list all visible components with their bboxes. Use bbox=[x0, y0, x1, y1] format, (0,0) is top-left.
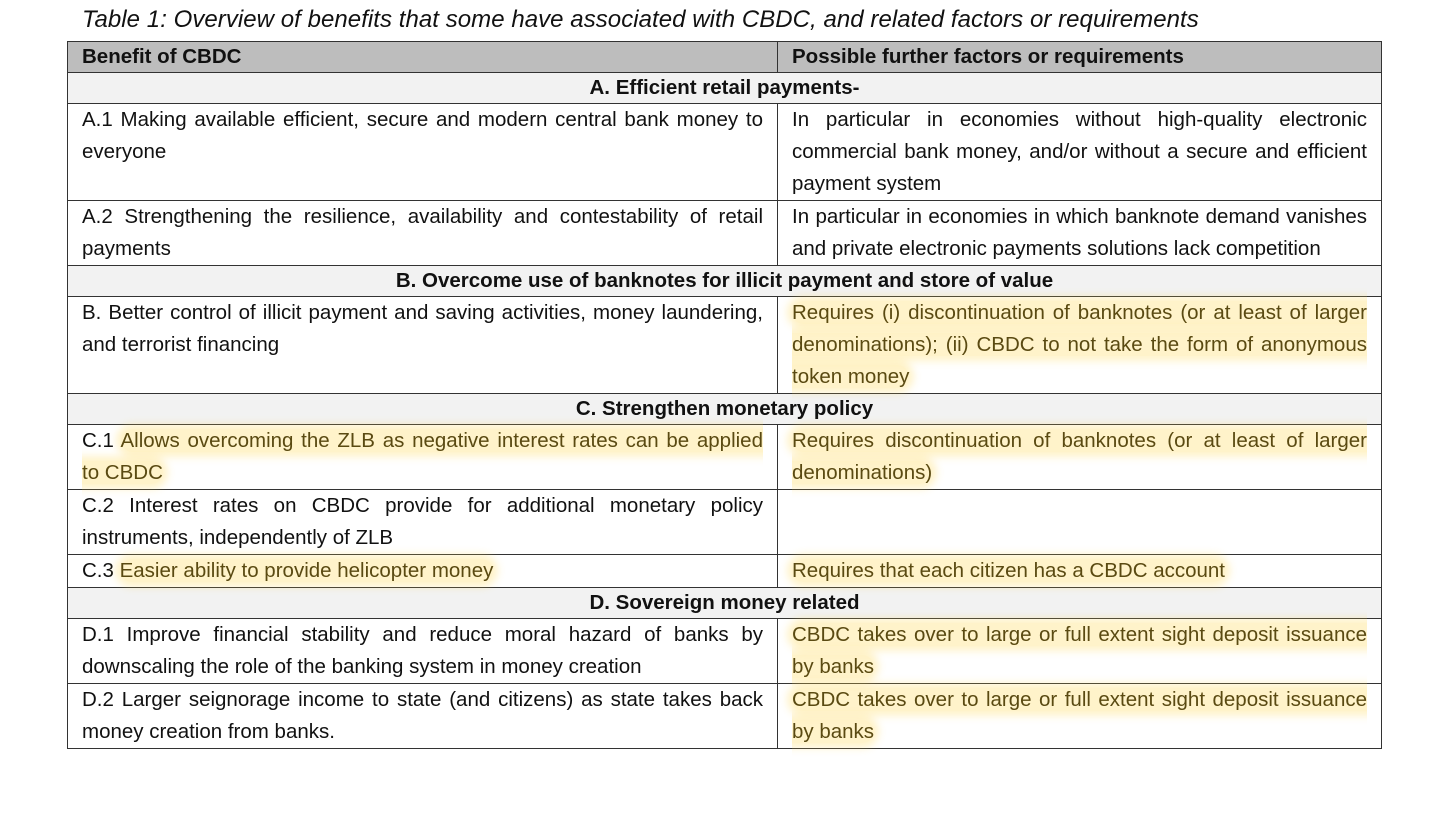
table-row: A.2 Strengthening the resilience, availa… bbox=[67, 200, 1382, 266]
benefit-prefix-c3: C.3 bbox=[82, 559, 120, 582]
section-title-d: D. Sovereign money related bbox=[67, 587, 1382, 619]
section-title-a: A. Efficient retail payments- bbox=[67, 72, 1382, 104]
factors-cell-a2: In particular in economies in which bank… bbox=[777, 200, 1382, 266]
section-row-d: D. Sovereign money related bbox=[67, 587, 1382, 619]
highlight-mark: Requires discontinuation of banknotes (o… bbox=[792, 429, 1367, 484]
benefit-cell-c3: C.3 Easier ability to provide helicopter… bbox=[67, 554, 778, 588]
benefit-cell-c2: C.2 Interest rates on CBDC provide for a… bbox=[67, 489, 778, 555]
benefit-cell-a2: A.2 Strengthening the resilience, availa… bbox=[67, 200, 778, 266]
factors-cell-c1: Requires discontinuation of banknotes (o… bbox=[777, 424, 1382, 490]
factors-cell-d1: CBDC takes over to large or full extent … bbox=[777, 618, 1382, 684]
benefit-cell-b: B. Better control of illicit payment and… bbox=[67, 296, 778, 394]
benefit-cell-d2: D.2 Larger seignorage income to state (a… bbox=[67, 683, 778, 749]
table-row: D.1 Improve financial stability and redu… bbox=[67, 618, 1382, 684]
highlight-mark: Easier ability to provide helicopter mon… bbox=[119, 559, 494, 582]
table-caption: Table 1: Overview of benefits that some … bbox=[82, 6, 1199, 33]
factors-cell-c3: Requires that each citizen has a CBDC ac… bbox=[777, 554, 1382, 588]
benefit-cell-d1: D.1 Improve financial stability and redu… bbox=[67, 618, 778, 684]
header-factors: Possible further factors or requirements bbox=[777, 41, 1382, 73]
table-row: C.1 Allows overcoming the ZLB as negativ… bbox=[67, 424, 1382, 490]
table-row: B. Better control of illicit payment and… bbox=[67, 296, 1382, 394]
table-row: A.1 Making available efficient, secure a… bbox=[67, 103, 1382, 201]
benefit-prefix-c1: C.1 bbox=[82, 429, 121, 452]
table-row: C.2 Interest rates on CBDC provide for a… bbox=[67, 489, 1382, 555]
highlight-mark: Requires (i) discontinuation of banknote… bbox=[792, 301, 1367, 388]
section-row-a: A. Efficient retail payments- bbox=[67, 72, 1382, 104]
section-row-c: C. Strengthen monetary policy bbox=[67, 393, 1382, 425]
factors-cell-d2: CBDC takes over to large or full extent … bbox=[777, 683, 1382, 749]
cbdc-benefits-table: Benefit of CBDC Possible further factors… bbox=[67, 41, 1382, 749]
benefit-cell-a1: A.1 Making available efficient, secure a… bbox=[67, 103, 778, 201]
header-benefit: Benefit of CBDC bbox=[67, 41, 778, 73]
factors-cell-c2 bbox=[777, 489, 1382, 555]
table-row: D.2 Larger seignorage income to state (a… bbox=[67, 683, 1382, 749]
factors-cell-b: Requires (i) discontinuation of banknote… bbox=[777, 296, 1382, 394]
highlight-mark: CBDC takes over to large or full extent … bbox=[792, 688, 1367, 743]
factors-cell-a1: In particular in economies without high-… bbox=[777, 103, 1382, 201]
section-title-b: B. Overcome use of banknotes for illicit… bbox=[67, 265, 1382, 297]
highlight-mark: CBDC takes over to large or full extent … bbox=[792, 623, 1367, 678]
table-row: C.3 Easier ability to provide helicopter… bbox=[67, 554, 1382, 588]
table-header-row: Benefit of CBDC Possible further factors… bbox=[67, 41, 1382, 73]
highlight-mark: Requires that each citizen has a CBDC ac… bbox=[792, 559, 1226, 582]
benefit-cell-c1: C.1 Allows overcoming the ZLB as negativ… bbox=[67, 424, 778, 490]
section-title-c: C. Strengthen monetary policy bbox=[67, 393, 1382, 425]
section-row-b: B. Overcome use of banknotes for illicit… bbox=[67, 265, 1382, 297]
highlight-mark: Allows overcoming the ZLB as negative in… bbox=[82, 429, 763, 484]
